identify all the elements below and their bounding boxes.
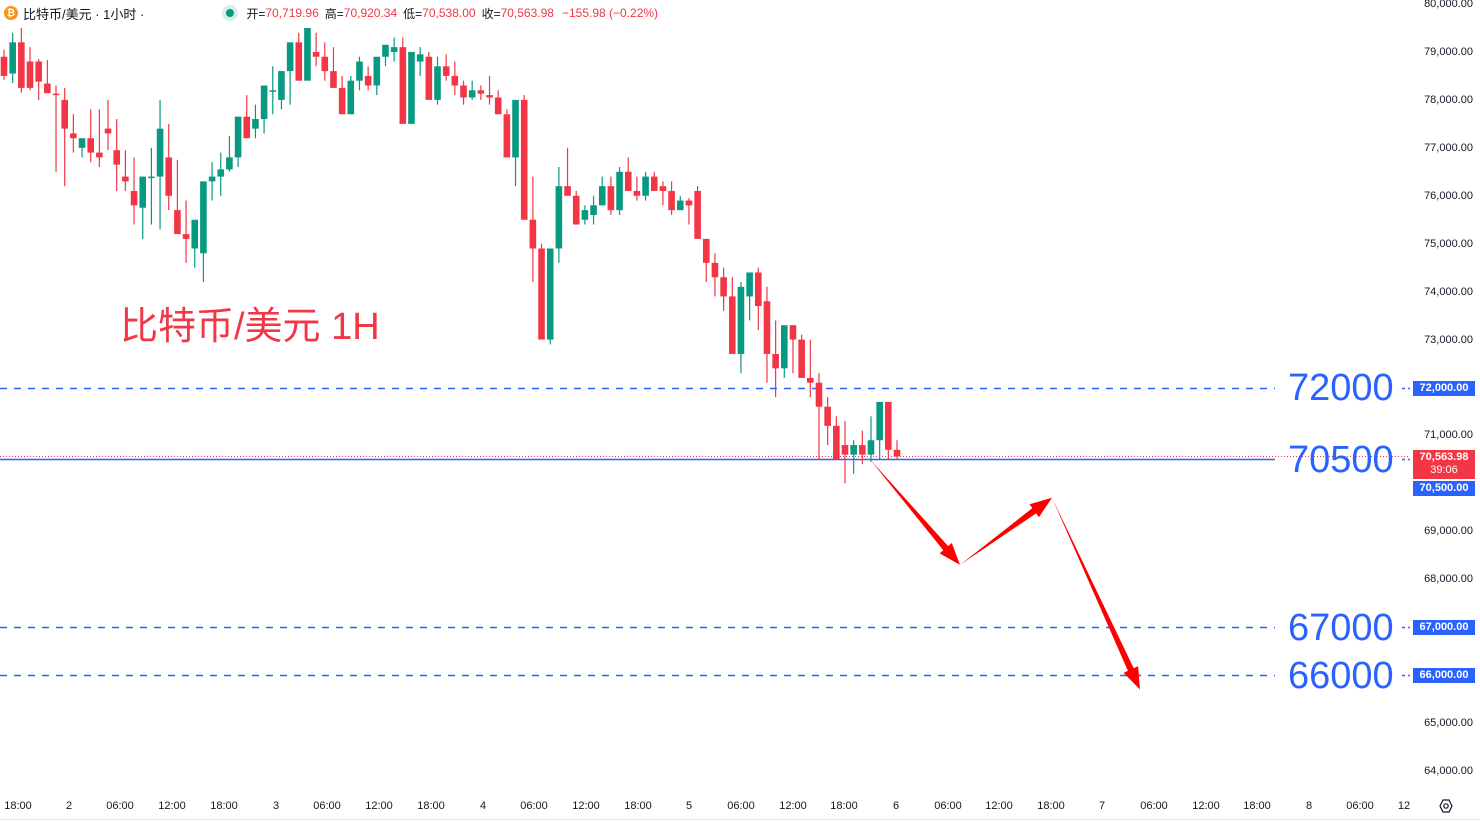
time-axis-label: 06:00 bbox=[1346, 800, 1374, 812]
time-axis-label: 3 bbox=[272, 800, 280, 812]
price-axis-label: 65,000.00 bbox=[1424, 717, 1473, 730]
price-axis-label: 69,000.00 bbox=[1424, 525, 1473, 538]
last-price-tag: 70,563.98 39:06 bbox=[1413, 450, 1475, 479]
time-axis-label: 5 bbox=[685, 800, 693, 812]
time-axis-label: 6 bbox=[892, 800, 900, 812]
time-axis-label: 18:00 bbox=[830, 800, 858, 812]
change-value: −155.98 (−0.22%) bbox=[561, 6, 659, 20]
candlestick-series bbox=[0, 27, 901, 484]
low-label: 低= bbox=[403, 6, 423, 21]
time-axis-label: 12:00 bbox=[985, 800, 1013, 812]
level-label-66000[interactable]: 66000 bbox=[1288, 655, 1394, 697]
symbol-title[interactable]: 比特币/美元 · 1小时 · bbox=[23, 6, 145, 22]
level-label-67000[interactable]: 67000 bbox=[1288, 607, 1394, 649]
time-axis-label: 4 bbox=[479, 800, 487, 812]
time-axis-label: 12 bbox=[1397, 800, 1411, 812]
price-axis-label: 73,000.00 bbox=[1424, 333, 1473, 346]
price-axis-label: 78,000.00 bbox=[1424, 93, 1473, 106]
price-chart-plot[interactable] bbox=[0, 0, 1410, 795]
time-axis-label: 12:00 bbox=[365, 800, 393, 812]
time-axis-label: 18:00 bbox=[417, 800, 445, 812]
open-value: 70,719.96 bbox=[265, 6, 319, 20]
price-axis-label: 77,000.00 bbox=[1424, 141, 1473, 154]
price-tag-66000: 66,000.00 bbox=[1413, 668, 1475, 683]
price-axis-label: 64,000.00 bbox=[1424, 765, 1473, 778]
bottom-border bbox=[0, 819, 1480, 820]
time-axis-label: 8 bbox=[1305, 800, 1313, 812]
last-price-value: 70,563.98 bbox=[1419, 451, 1469, 463]
price-tag-67000: 67,000.00 bbox=[1413, 620, 1475, 635]
time-axis-label: 2 bbox=[65, 800, 73, 812]
time-axis-label: 12:00 bbox=[1192, 800, 1220, 812]
time-axis-label: 06:00 bbox=[934, 800, 962, 812]
horizontal-levels bbox=[0, 387, 1410, 677]
price-tag-70500: 70,500.00 bbox=[1413, 481, 1475, 496]
price-axis-label: 71,000.00 bbox=[1424, 429, 1473, 442]
low-value: 70,538.00 bbox=[422, 6, 476, 20]
price-axis-label: 79,000.00 bbox=[1424, 45, 1473, 58]
price-axis-label: 68,000.00 bbox=[1424, 573, 1473, 586]
time-axis[interactable]: 18:00 2 06:00 12:00 18:00 3 06:00 12:00 18:00 4 06… bbox=[0, 797, 1480, 817]
open-label: 开= bbox=[246, 6, 266, 21]
price-tag-72000: 72,000.00 bbox=[1413, 381, 1475, 396]
time-axis-label: 12:00 bbox=[779, 800, 807, 812]
high-label: 高= bbox=[324, 6, 344, 21]
symbol-legend: ₿ 比特币/美元 · 1小时 · 开= 70,719.96 高= 70,920.… bbox=[4, 4, 658, 22]
high-value: 70,920.34 bbox=[343, 6, 398, 20]
time-axis-label: 18:00 bbox=[1243, 800, 1271, 812]
time-axis-label: 18:00 bbox=[624, 800, 652, 812]
projection-arrows bbox=[870, 459, 1140, 690]
bar-countdown: 39:06 bbox=[1430, 464, 1458, 476]
close-label: 收= bbox=[481, 6, 501, 21]
price-axis-label: 76,000.00 bbox=[1424, 189, 1473, 202]
close-value: 70,563.98 bbox=[500, 6, 554, 20]
time-axis-label: 18:00 bbox=[1037, 800, 1065, 812]
time-axis-label: 06:00 bbox=[727, 800, 755, 812]
time-axis-label: 06:00 bbox=[1140, 800, 1168, 812]
time-axis-label: 18:00 bbox=[210, 800, 238, 812]
price-axis-label: 80,000.00 bbox=[1424, 0, 1473, 10]
price-axis-label: 75,000.00 bbox=[1424, 237, 1473, 250]
market-status-icon bbox=[222, 5, 239, 21]
price-axis-label: 74,000.00 bbox=[1424, 285, 1473, 298]
settings-gear-icon[interactable] bbox=[1438, 798, 1454, 814]
bitcoin-icon: ₿ bbox=[4, 6, 18, 20]
chart-annotation-title[interactable]: 比特币/美元 1H bbox=[120, 306, 380, 348]
level-label-72000[interactable]: 72000 bbox=[1288, 367, 1394, 409]
time-axis-label: 06:00 bbox=[106, 800, 134, 812]
time-axis-label: 06:00 bbox=[520, 800, 548, 812]
time-axis-label: 18:00 bbox=[4, 800, 32, 812]
time-axis-label: 06:00 bbox=[313, 800, 341, 812]
time-axis-label: 7 bbox=[1098, 800, 1106, 812]
time-axis-label: 12:00 bbox=[572, 800, 600, 812]
level-label-70500[interactable]: 70500 bbox=[1288, 439, 1394, 481]
time-axis-label: 12:00 bbox=[158, 800, 186, 812]
